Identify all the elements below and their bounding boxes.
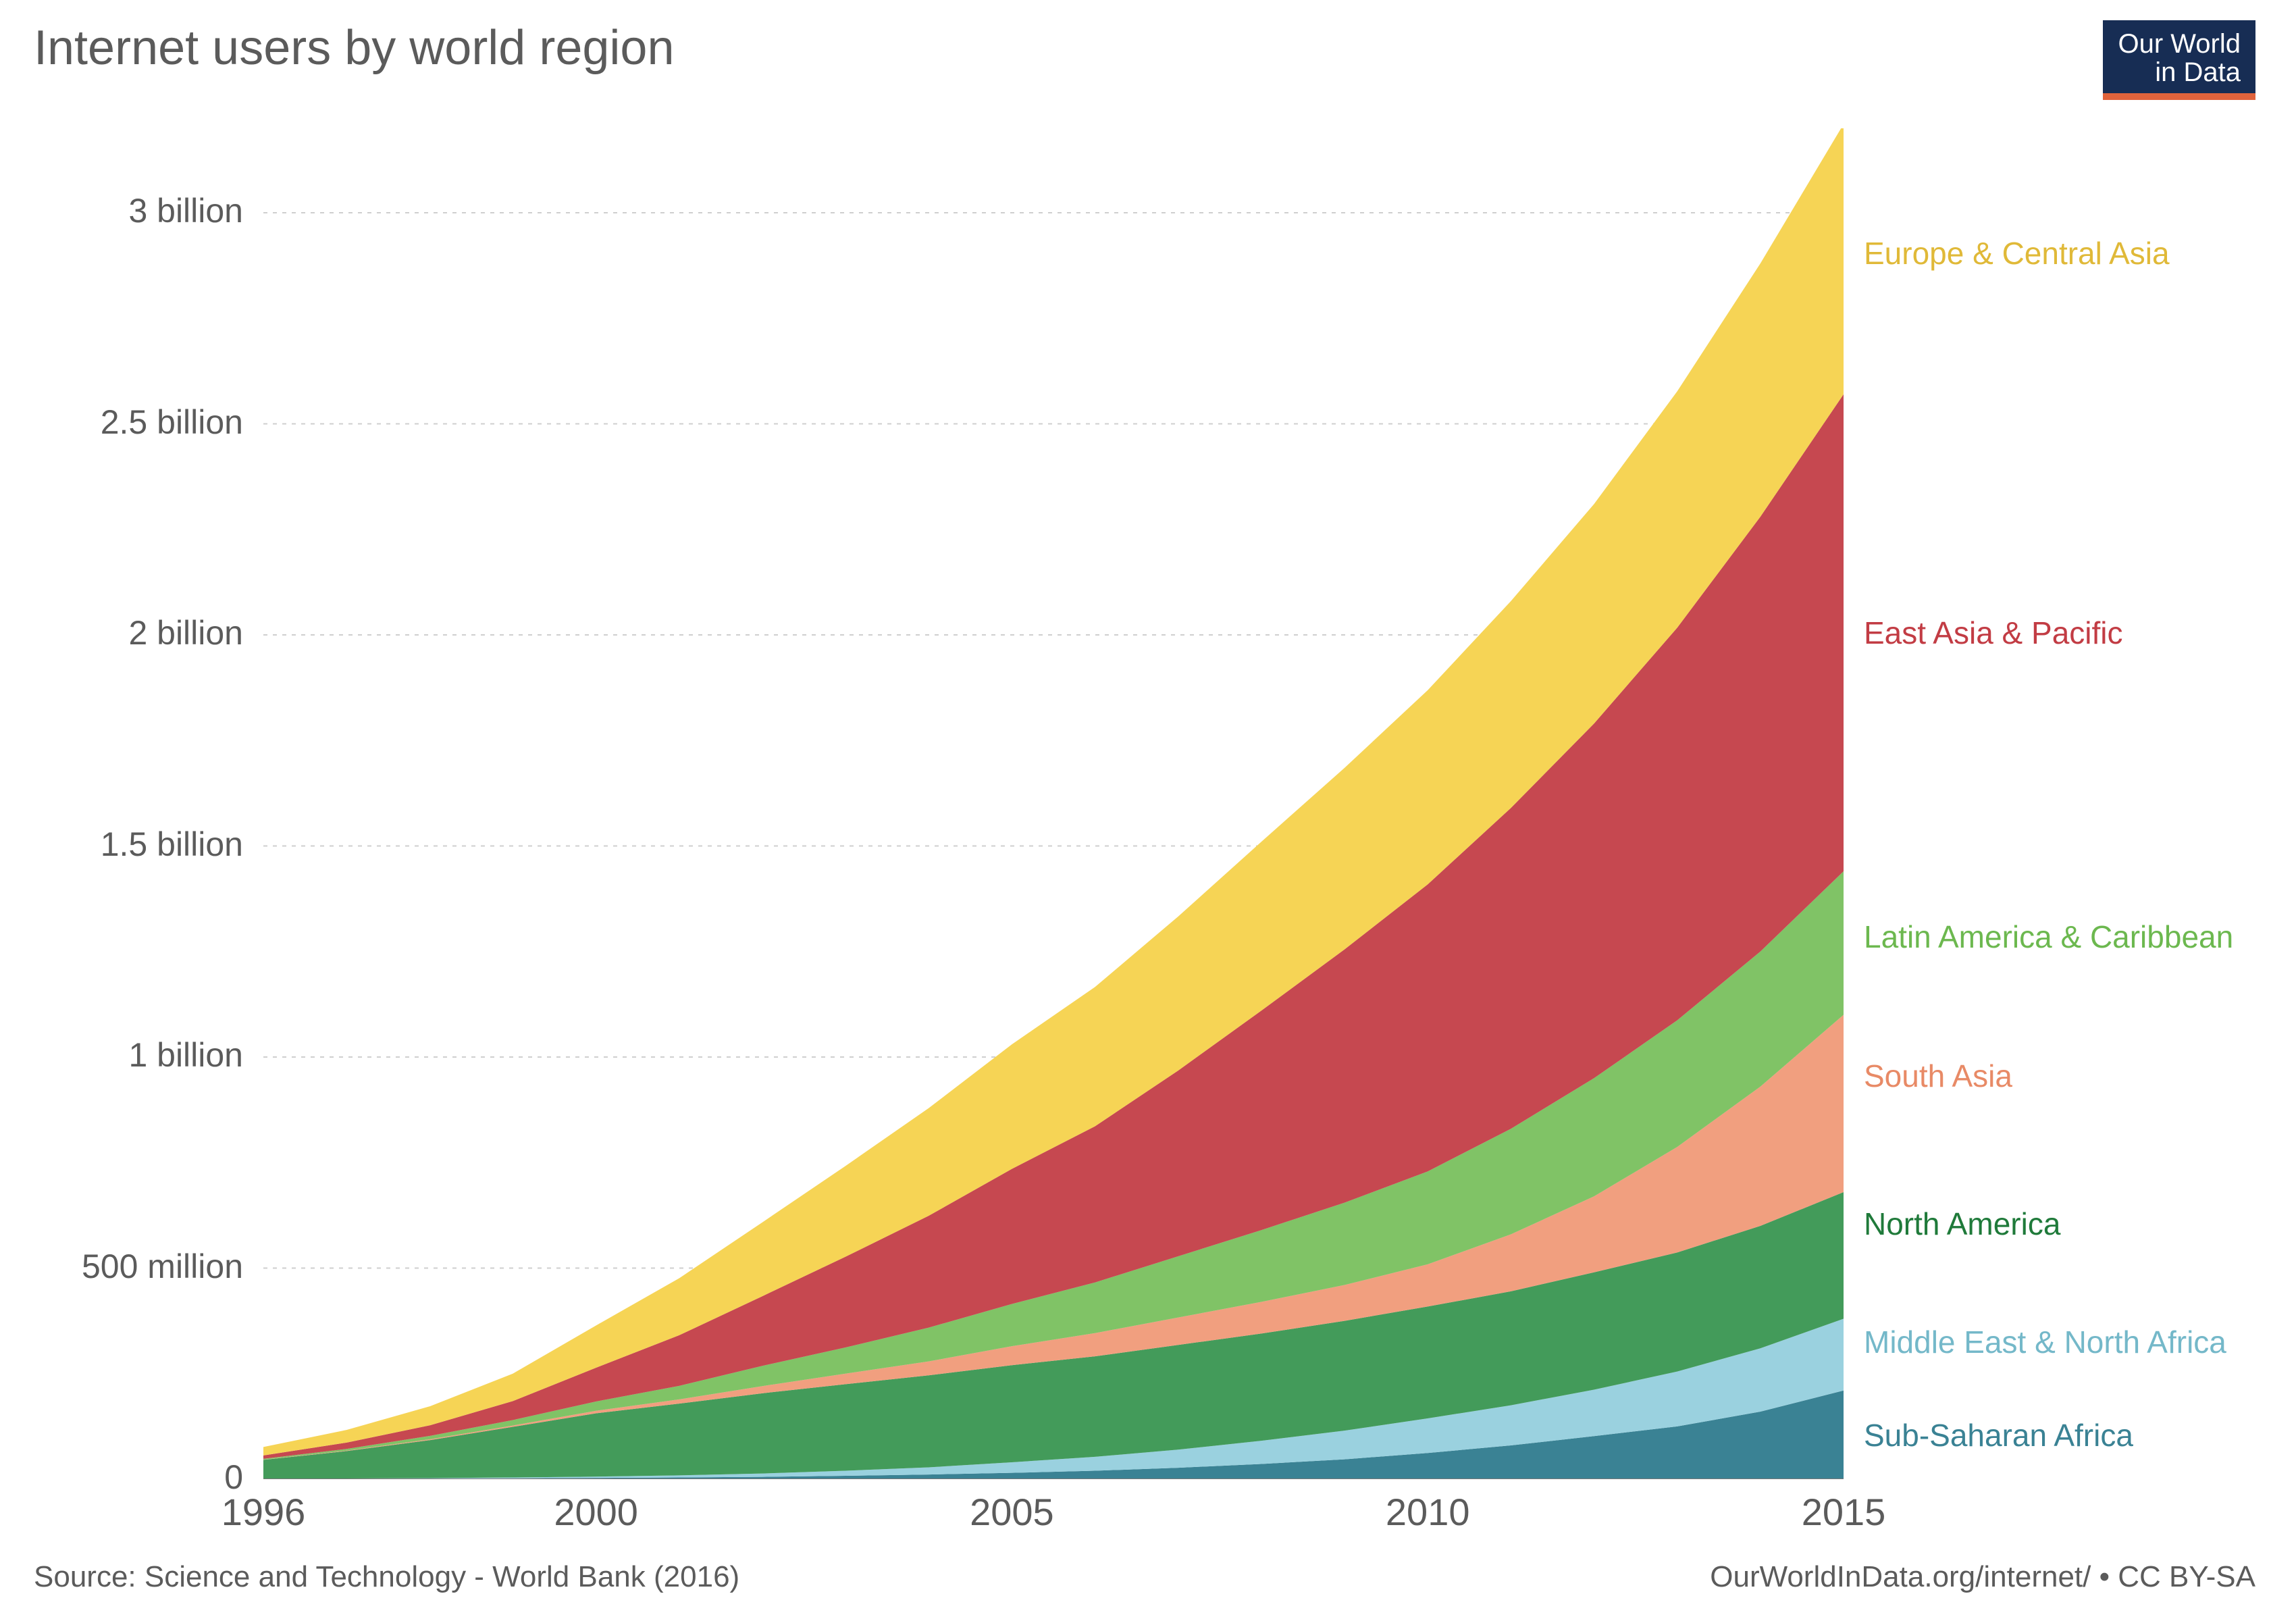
- x-tick-label: 1996: [196, 1490, 331, 1534]
- series-label: Middle East & North Africa: [1864, 1325, 2269, 1360]
- x-tick-label: 2010: [1360, 1490, 1495, 1534]
- y-tick-label: 500 million: [0, 1247, 243, 1286]
- attribution-text: OurWorldInData.org/internet/ • CC BY-SA: [1710, 1560, 2255, 1594]
- x-tick-label: 2000: [529, 1490, 664, 1534]
- y-tick-label: 1 billion: [0, 1035, 243, 1075]
- source-text: Source: Science and Technology - World B…: [34, 1560, 739, 1594]
- y-tick-label: 3 billion: [0, 191, 243, 230]
- stacked-area-chart: [263, 128, 1844, 1479]
- x-tick-label: 2005: [944, 1490, 1079, 1534]
- series-label: East Asia & Pacific: [1864, 616, 2269, 650]
- logo-underline: [2103, 93, 2255, 100]
- series-label: Latin America & Caribbean: [1864, 920, 2269, 954]
- chart-title: Internet users by world region: [34, 20, 674, 76]
- series-label: South Asia: [1864, 1059, 2269, 1093]
- series-label: Sub-Saharan Africa: [1864, 1418, 2269, 1453]
- y-tick-label: 2 billion: [0, 613, 243, 652]
- owid-logo: Our World in Data: [2103, 20, 2255, 97]
- logo-line1: Our World: [2118, 29, 2241, 59]
- series-label: Europe & Central Asia: [1864, 236, 2269, 271]
- series-label: North America: [1864, 1207, 2269, 1241]
- y-tick-label: 2.5 billion: [0, 403, 243, 442]
- x-tick-label: 2015: [1776, 1490, 1911, 1534]
- y-tick-label: 1.5 billion: [0, 825, 243, 864]
- logo-line2: in Data: [2155, 57, 2241, 87]
